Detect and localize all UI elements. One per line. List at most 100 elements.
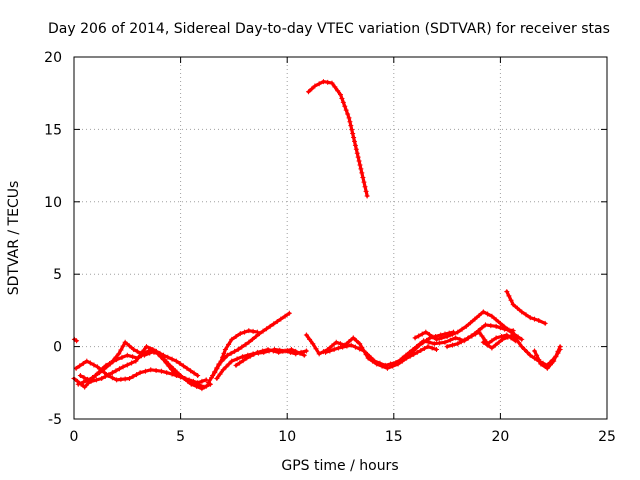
data-point-marker: [220, 367, 226, 373]
data-point-marker: [82, 384, 88, 390]
data-point-marker: [508, 329, 514, 335]
sample-marker: [348, 123, 354, 129]
data-point-marker: [352, 142, 358, 148]
sample-marker: [307, 336, 313, 342]
data-point-marker: [246, 339, 252, 345]
data-point-marker: [482, 322, 488, 328]
data-point-marker: [75, 381, 81, 387]
sample-marker: [361, 179, 367, 185]
sample-marker: [89, 374, 95, 380]
sample-marker: [506, 293, 512, 299]
sample-marker: [169, 356, 175, 362]
data-point-marker: [210, 373, 216, 379]
sample-marker: [505, 334, 511, 340]
data-point-marker: [278, 316, 284, 322]
data-point-marker: [265, 346, 271, 352]
sample-marker: [129, 360, 135, 366]
data-point-marker: [480, 339, 486, 345]
y-tick-label: 0: [53, 340, 62, 356]
sample-marker: [237, 360, 243, 366]
data-point-marker: [120, 364, 126, 370]
sample-marker: [232, 348, 238, 354]
sample-marker: [437, 340, 443, 346]
data-point-marker: [500, 336, 506, 342]
sample-marker: [104, 364, 110, 370]
sample-marker: [476, 312, 482, 318]
data-point-marker: [519, 344, 525, 350]
sample-marker: [343, 107, 349, 113]
sample-marker: [113, 368, 119, 374]
data-point-marker: [195, 373, 201, 379]
data-point-marker: [527, 315, 533, 321]
sample-marker: [468, 320, 474, 326]
data-point-marker: [519, 309, 525, 315]
y-tick-label: 10: [44, 195, 62, 211]
x-axis-label: GPS time / hours: [281, 458, 398, 474]
data-point-marker: [504, 289, 510, 295]
sample-marker: [147, 350, 153, 356]
sample-marker: [534, 352, 540, 358]
data-point-marker: [214, 375, 220, 381]
data-point-marker: [229, 336, 235, 342]
sample-marker: [360, 174, 366, 180]
sample-marker: [223, 364, 229, 370]
sample-marker: [508, 297, 514, 303]
sample-marker: [253, 333, 259, 339]
data-series: [71, 79, 563, 392]
sample-marker: [221, 350, 227, 356]
series-arc-3: [75, 339, 209, 387]
sample-marker: [77, 363, 83, 369]
sample-marker: [346, 339, 352, 345]
sample-marker: [260, 328, 266, 334]
y-axis-label: SDTVAR / TECUs: [6, 181, 22, 296]
sample-marker: [81, 379, 87, 385]
sample-marker: [313, 346, 319, 352]
sample-marker: [355, 154, 361, 160]
sample-marker: [532, 355, 538, 361]
x-tick-label: 0: [70, 429, 79, 445]
data-point-marker: [414, 349, 420, 355]
data-point-marker: [143, 344, 149, 350]
series-arc-15: [504, 289, 548, 326]
sample-marker: [87, 360, 93, 366]
data-point-marker: [519, 336, 525, 342]
data-point-marker: [364, 193, 370, 199]
data-point-marker: [116, 351, 122, 357]
data-point-marker: [384, 365, 390, 371]
data-point-marker: [453, 335, 459, 341]
sample-marker: [414, 344, 420, 350]
data-point-marker: [173, 358, 179, 364]
data-point-marker: [510, 302, 516, 308]
data-point-marker: [542, 320, 548, 326]
sample-marker: [81, 374, 87, 380]
data-point-marker: [527, 352, 533, 358]
data-point-marker: [399, 355, 405, 361]
data-point-marker: [233, 362, 239, 368]
data-point-marker: [237, 331, 243, 337]
sample-marker: [501, 323, 507, 329]
sample-marker: [421, 346, 427, 352]
sample-marker: [219, 358, 225, 364]
y-tick-label: 5: [53, 267, 62, 283]
sample-marker: [309, 86, 315, 92]
data-point-marker: [465, 335, 471, 341]
sample-marker: [93, 377, 99, 383]
sample-marker: [240, 358, 246, 364]
sample-marker: [449, 342, 455, 348]
sample-marker: [338, 341, 343, 347]
data-point-marker: [480, 309, 486, 315]
data-point-marker: [303, 332, 309, 338]
data-point-marker: [557, 344, 563, 350]
sample-marker: [514, 305, 520, 311]
chart-title: Day 206 of 2014, Sidereal Day-to-day VTE…: [48, 21, 610, 37]
sample-marker: [447, 337, 453, 343]
sample-marker: [344, 343, 350, 349]
sample-marker: [251, 351, 257, 357]
sample-marker: [188, 368, 194, 374]
sample-marker: [242, 329, 248, 335]
y-tick-label: 15: [44, 122, 62, 138]
sample-marker: [157, 350, 163, 356]
data-point-marker: [195, 380, 201, 386]
